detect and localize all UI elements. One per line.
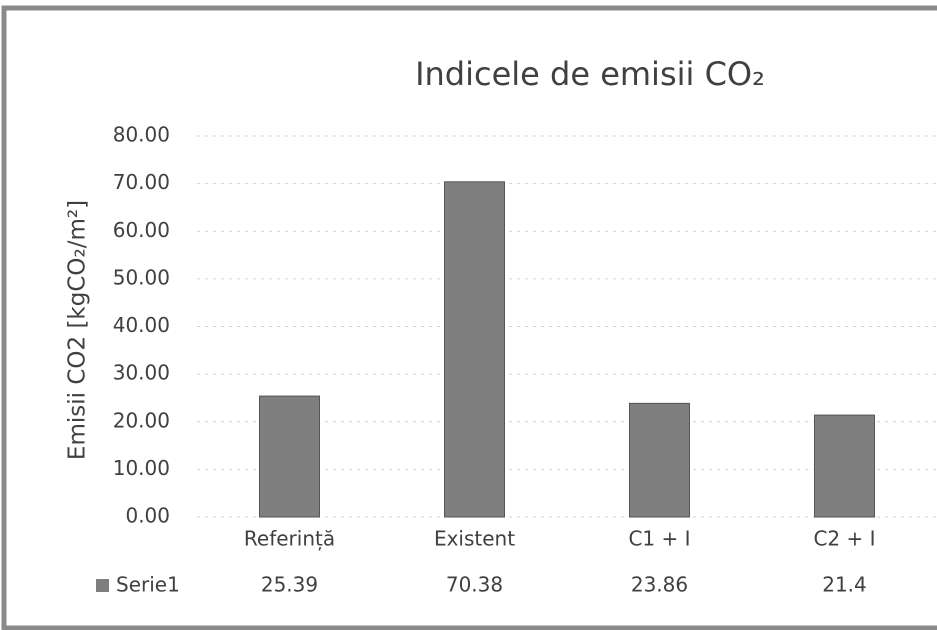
chart-frame <box>1 5 937 630</box>
y-tick-label: 20.00 <box>113 408 170 432</box>
y-tick-label: 60.00 <box>113 218 170 242</box>
y-tick-label: 10.00 <box>113 456 170 480</box>
bar <box>629 402 690 518</box>
y-tick-label: 0.00 <box>125 504 170 528</box>
y-axis-label: Emisii CO2 [kgCO₂/m²] <box>65 200 91 460</box>
chart-title: Indicele de emisii CO₂ <box>415 55 765 93</box>
x-tick-label: Existent <box>434 527 515 551</box>
x-tick-label: C1 + I <box>628 527 690 551</box>
x-tick-label: Referință <box>244 527 335 551</box>
y-tick-label: 80.00 <box>113 123 170 147</box>
bar <box>259 395 320 518</box>
legend-label: Serie1 <box>116 573 180 597</box>
data-table-value: 70.38 <box>446 573 503 597</box>
y-tick-label: 30.00 <box>113 361 170 385</box>
data-table-value: 23.86 <box>631 573 688 597</box>
y-tick-label: 70.00 <box>113 170 170 194</box>
x-tick-label: C2 + I <box>813 527 875 551</box>
data-table-value: 25.39 <box>261 573 318 597</box>
y-tick-label: 40.00 <box>113 313 170 337</box>
bar <box>444 181 505 518</box>
y-tick-label: 50.00 <box>113 265 170 289</box>
legend-swatch <box>96 579 109 592</box>
bar <box>814 414 875 518</box>
data-table-value: 21.4 <box>822 573 867 597</box>
